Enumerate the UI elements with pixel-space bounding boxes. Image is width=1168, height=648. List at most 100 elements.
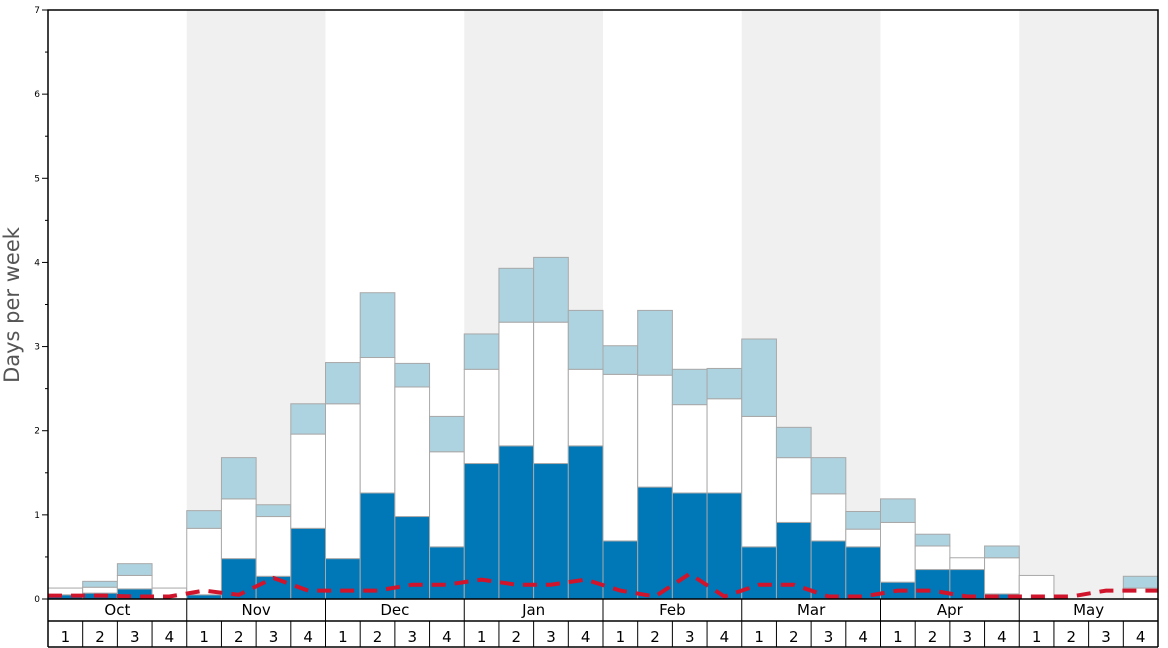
week-label: 3: [546, 628, 556, 646]
bar-segment-3: [775, 426, 812, 459]
week-label: 1: [616, 628, 626, 646]
bar-segment-2: [845, 528, 881, 548]
bar-stacks: [47, 256, 1159, 600]
bar-segment-2: [394, 386, 431, 518]
bar-segment-1: [359, 492, 396, 600]
bar-segment-2: [429, 451, 465, 548]
y-axis: 0 1 2 3 4 5 6 7: [34, 6, 48, 605]
month-band-may: [1019, 10, 1158, 599]
bar-segment-2: [880, 521, 916, 583]
week-label: 4: [442, 628, 452, 646]
y-tick-label: 0: [34, 595, 40, 605]
week-label: 4: [720, 628, 730, 646]
y-tick-label: 6: [34, 90, 40, 100]
bar-segment-1: [290, 527, 326, 600]
bar-segment-2: [255, 516, 292, 577]
bar-segment-2: [533, 321, 569, 465]
bar-segment-2: [810, 493, 847, 542]
bar-segment-2: [290, 433, 326, 529]
bar-segment-2: [671, 404, 708, 494]
week-label: 1: [199, 628, 209, 646]
bar-segment-2: [775, 457, 812, 523]
bar-segment-2: [706, 398, 743, 494]
week-label: 1: [338, 628, 348, 646]
y-tick-label: 5: [34, 174, 40, 184]
bar-segment-3: [290, 403, 326, 435]
bar-segment-1: [567, 445, 604, 600]
week-label: 4: [858, 628, 868, 646]
bar-segment-2: [463, 368, 500, 465]
bar-segment-1: [706, 492, 743, 600]
week-label: 4: [997, 628, 1007, 646]
week-label: 2: [789, 628, 799, 646]
bar-segment-2: [498, 321, 535, 447]
bar-segment-2: [949, 557, 986, 571]
bar-segment-3: [533, 256, 569, 323]
week-label: 2: [928, 628, 938, 646]
bar-segment-2: [602, 373, 639, 542]
week-label: 1: [893, 628, 903, 646]
month-label-nov: Nov: [241, 601, 270, 619]
bar-segment-3: [116, 563, 153, 576]
bar-segment-3: [637, 309, 673, 376]
bar-segment-3: [186, 510, 222, 529]
week-label: 3: [269, 628, 279, 646]
bar-segment-3: [220, 457, 257, 500]
week-label: 2: [95, 628, 105, 646]
bar-segment-3: [880, 498, 916, 523]
bar-segment-3: [255, 504, 292, 518]
x-axis: Oct 1 2 3 4 Nov 1 2 3 4 Dec 1 2 3 4 Jan 1 2 3 4 Feb 1 2 3 4 Mar 1 2…: [47, 599, 1159, 648]
bar-segment-2: [359, 357, 396, 494]
bar-segment-2: [567, 368, 604, 447]
bar-segment-3: [82, 580, 118, 588]
bar-segment-1: [637, 486, 673, 600]
bar-segment-3: [394, 362, 431, 388]
week-label: 1: [1032, 628, 1042, 646]
week-label: 2: [373, 628, 383, 646]
bar-segment-3: [741, 338, 777, 417]
week-label: 2: [512, 628, 522, 646]
bar-segment-2: [637, 374, 673, 488]
month-label-jan: Jan: [521, 601, 545, 619]
bar-segment-3: [984, 545, 1020, 559]
week-label: 1: [61, 628, 71, 646]
bar-segment-3: [567, 309, 604, 370]
y-tick-label: 7: [34, 6, 40, 16]
month-label-mar: Mar: [797, 601, 826, 619]
y-axis-label: Days per week: [0, 226, 24, 383]
bar-segment-3: [914, 533, 951, 547]
bar-segment-2: [220, 498, 257, 560]
bar-segment-2: [984, 557, 1020, 595]
y-tick-label: 3: [34, 343, 40, 353]
month-label-oct: Oct: [104, 601, 130, 619]
week-label: 3: [407, 628, 417, 646]
bar-segment-1: [498, 445, 535, 600]
week-label: 3: [824, 628, 834, 646]
bar-segment-3: [429, 415, 465, 453]
week-label: 4: [1136, 628, 1146, 646]
week-label: 4: [165, 628, 175, 646]
week-label: 2: [650, 628, 660, 646]
week-label: 3: [685, 628, 695, 646]
month-label-apr: Apr: [937, 601, 964, 619]
average-line-group: [48, 571, 1158, 599]
month-label-feb: Feb: [659, 601, 686, 619]
week-label: 4: [581, 628, 591, 646]
bar-segment-2: [741, 415, 777, 548]
bar-segment-1: [429, 546, 465, 600]
bar-segment-3: [325, 362, 361, 405]
week-label: 2: [1067, 628, 1077, 646]
bar-segment-3: [845, 510, 881, 530]
bar-segment-3: [810, 457, 847, 495]
week-label: 3: [962, 628, 972, 646]
bar-segment-1: [533, 463, 569, 600]
bar-segment-2: [186, 527, 222, 596]
month-label-may: May: [1073, 601, 1104, 619]
bar-segment-2: [82, 586, 118, 594]
bar-segment-2: [914, 545, 951, 571]
bar-segment-1: [325, 558, 361, 600]
week-label: 3: [1101, 628, 1111, 646]
y-tick-label: 1: [34, 511, 40, 521]
week-label: 3: [130, 628, 140, 646]
